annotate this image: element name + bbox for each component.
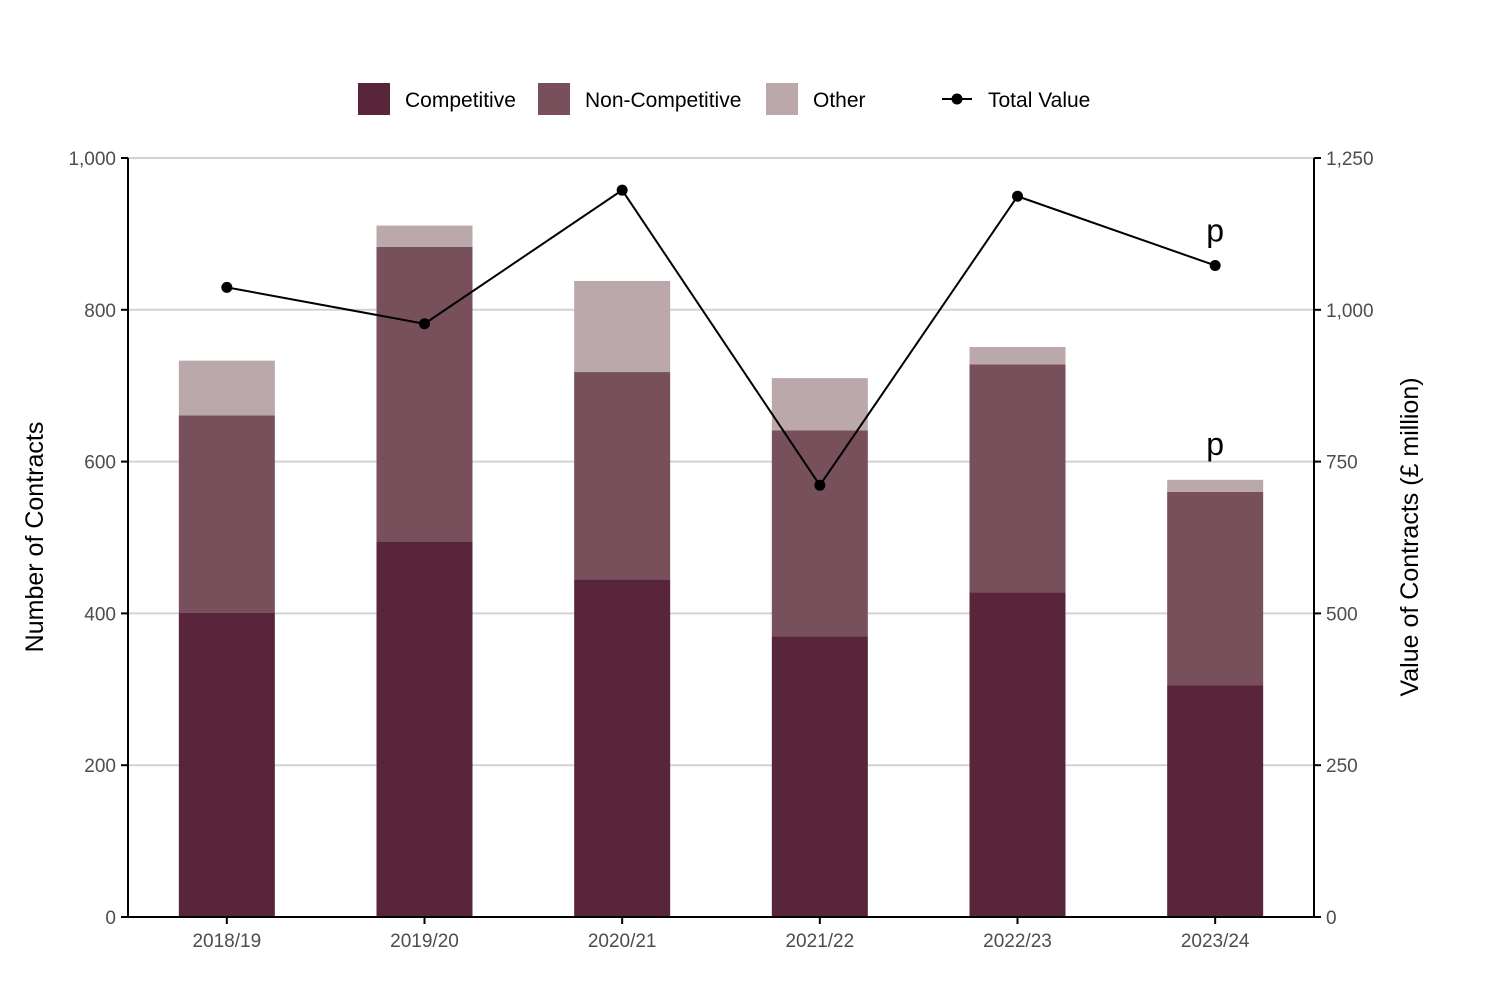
total-value-point-2022-23 [1012,190,1023,202]
x-tick-label: 2021/22 [785,931,854,952]
legend-swatch-non-competitive [538,83,570,115]
y2-axis-title: Value of Contracts (£ million) [1396,377,1424,696]
x-tick-label: 2022/23 [983,931,1052,952]
legend-swatch-competitive [358,83,390,115]
legend-label-competitive: Competitive [405,89,516,112]
legend-label-other: Other [813,89,866,112]
total-value-point-2018-19 [221,281,233,293]
y-tick-label: 800 [84,301,116,322]
bar-non-competitive-2019-20 [376,246,473,542]
y2-tick-label: 250 [1326,756,1358,777]
x-tick-label: 2020/21 [588,931,657,952]
total-value-line-path [226,188,1216,488]
x-tick-label: 2018/19 [192,931,261,952]
y-tick-label: 600 [84,453,116,474]
y-tick-label: 400 [84,604,116,625]
bar-other-2018-19 [178,360,275,416]
bar-competitive-2018-19 [178,612,275,917]
bar-other-2020-21 [574,280,671,373]
bar-competitive-2023-24 [1167,685,1264,917]
y-tick-label: 0 [105,908,116,929]
y2-tick-label: 1,250 [1326,149,1374,170]
y-tick-label: 1,000 [68,149,116,170]
total-value-point-2023-24 [1209,259,1221,271]
total-value-point-2019-20 [419,318,430,330]
y-axis-title: Number of Contracts [21,422,49,653]
annotation-line-2023-24: p [1206,212,1224,248]
bars [178,225,1264,917]
bar-competitive-2020-21 [574,579,671,917]
total-value-point-2020-21 [616,184,628,196]
x-tick-label: 2019/20 [390,931,459,952]
bar-non-competitive-2020-21 [574,372,671,580]
y2-tick-label: 1,000 [1326,301,1374,322]
bar-other-2022-23 [969,346,1066,365]
gridlines [128,157,1314,918]
y2-tick-label: 0 [1326,908,1337,929]
y-tick-label: 200 [84,756,116,777]
bar-non-competitive-2022-23 [969,364,1066,593]
legend-label-non-competitive: Non-Competitive [585,89,741,112]
total-value-point-2021-22 [814,479,826,491]
bar-non-competitive-2021-22 [771,430,868,637]
total-value-line [221,184,1221,491]
bar-other-2019-20 [376,225,473,247]
bar-non-competitive-2018-19 [178,415,275,613]
legend-swatch-other [766,83,798,115]
bar-competitive-2021-22 [771,636,868,917]
bar-other-2021-22 [771,378,868,431]
annotation-bar-2023-24: p [1206,426,1224,462]
x-tick-label: 2023/24 [1181,931,1250,952]
bar-other-2023-24 [1167,479,1264,492]
annotations: pp [1206,212,1224,461]
bar-competitive-2022-23 [969,592,1066,917]
bar-non-competitive-2023-24 [1167,491,1264,686]
y2-tick-label: 500 [1326,604,1358,625]
axes: 0 200 400 600 800 1,000 0 250 500 750 1,000 1,250 20… [68,149,1373,952]
legend-swatch-point-total-value [951,93,963,105]
y2-tick-label: 750 [1326,453,1358,474]
legend-label-total-value: Total Value [988,89,1090,112]
legend: Competitive Non-Competitive Other Total Val… [358,83,1090,115]
bar-competitive-2019-20 [376,541,473,917]
